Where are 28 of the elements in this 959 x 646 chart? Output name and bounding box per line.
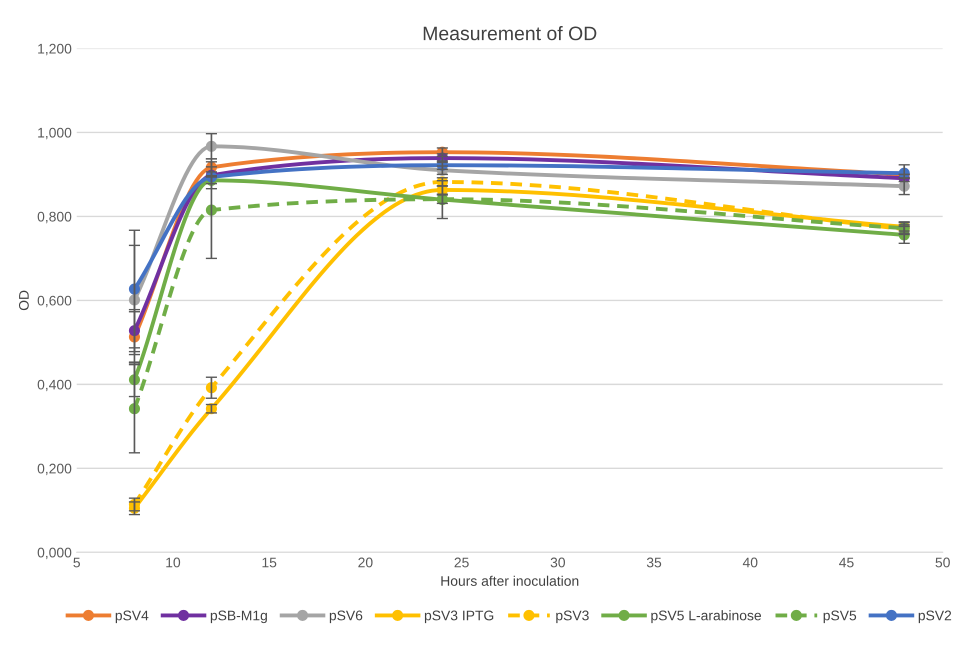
- x-tick-label: 45: [839, 558, 854, 568]
- y-tick-label: 0,800: [38, 212, 72, 224]
- x-tick-label: 15: [262, 558, 276, 568]
- x-tick-label: 25: [454, 558, 469, 568]
- y-tick-label: 0,600: [38, 296, 72, 308]
- legend-label: pSB-M1g: [210, 610, 267, 624]
- legend-label: pSV6: [330, 610, 362, 624]
- chart-title: Measurement of OD: [424, 26, 596, 40]
- legend-label: pSV3: [556, 610, 589, 624]
- x-tick-label: 5: [73, 558, 80, 568]
- x-tick-label: 35: [646, 558, 662, 568]
- x-tick-label: 40: [742, 558, 758, 568]
- legend-label: pSV3 IPTG: [424, 610, 494, 624]
- y-tick-label: 0,400: [38, 380, 72, 392]
- x-tick-label: 20: [358, 558, 373, 568]
- y-axis-title: OD: [18, 290, 29, 310]
- legend-label: pSV5 L-arabinose: [651, 610, 762, 624]
- y-tick-label: 1,200: [38, 44, 72, 56]
- x-tick-label: 30: [550, 558, 565, 568]
- legend-label: pSV4: [116, 610, 148, 624]
- x-axis-title: Hours after inoculation: [441, 576, 578, 586]
- x-tick-label: 10: [166, 558, 180, 568]
- y-tick-label: 0,000: [38, 548, 72, 560]
- x-tick-label: 50: [936, 558, 950, 568]
- y-tick-label: 1,000: [38, 128, 72, 140]
- legend-label: pSV5: [824, 610, 856, 624]
- legend-label: pSV2: [918, 610, 952, 624]
- y-tick-label: 0,200: [38, 464, 72, 476]
